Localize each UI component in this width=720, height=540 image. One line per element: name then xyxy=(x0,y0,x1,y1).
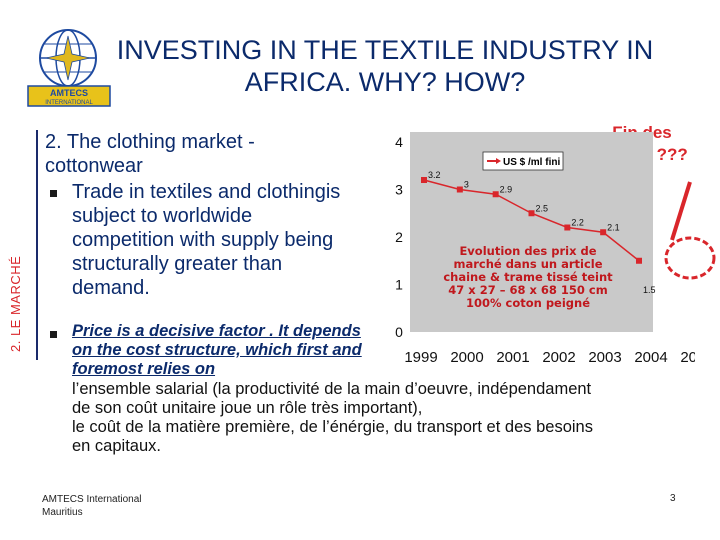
amtecs-logo: AMTECS INTERNATIONAL xyxy=(27,29,111,107)
y-axis: 0 1 2 3 4 xyxy=(395,134,403,340)
data-point xyxy=(636,257,642,264)
french-paragraph: l’ensemble salarial (la productivité de … xyxy=(72,380,712,456)
annotation-line: 47 x 27 – 68 x 68 150 cm xyxy=(448,283,607,297)
french-line-4: en capitaux. xyxy=(72,437,161,455)
footer-organization: AMTECS International Mauritius xyxy=(42,493,142,519)
data-point xyxy=(492,191,499,198)
y-tick-label: 1 xyxy=(395,277,403,293)
chart-legend: US $ /ml fini xyxy=(482,151,564,171)
french-line-1: l’ensemble salarial (la productivité de … xyxy=(72,380,592,398)
side-section-label: 2. LE MARCHÉ xyxy=(8,255,23,352)
callout-arrow xyxy=(664,181,716,280)
data-point xyxy=(528,210,535,217)
french-line-2: de son coût unitaire joue un rôle très i… xyxy=(72,399,423,417)
logo-subtext: INTERNATIONAL xyxy=(45,100,93,106)
footer-org-line-1: AMTECS International xyxy=(42,494,142,505)
data-point xyxy=(421,177,427,183)
title-line-1: INVESTING IN THE TEXTILE INDUSTRY IN xyxy=(116,35,654,65)
y-tick-label: 0 xyxy=(395,324,403,340)
data-label: 2.5 xyxy=(536,203,549,213)
bullet-icon xyxy=(50,331,57,338)
data-label: 3 xyxy=(464,180,469,190)
data-label: 3.2 xyxy=(428,170,441,180)
data-label: 2.1 xyxy=(607,222,620,232)
x-tick-label: 2000 xyxy=(450,349,483,366)
annotation-line: chaine & trame tissé teint xyxy=(443,270,613,284)
bullet-trade: Trade in textiles and clothingis subject… xyxy=(72,181,341,299)
x-axis: 1999 2000 2001 2002 2003 2004 2005 xyxy=(404,349,695,366)
title-line-2: AFRICA. WHY? HOW? xyxy=(244,67,526,97)
bullet-price: Price is a decisive factor . It depends … xyxy=(72,322,362,378)
side-divider xyxy=(36,130,38,360)
french-line-3: le coût de la matière première, de l’éné… xyxy=(72,418,593,436)
x-tick-label: 2001 xyxy=(496,349,529,366)
bullet-icon xyxy=(50,190,57,197)
x-tick-label: 2003 xyxy=(588,349,621,366)
price-chart: 0 1 2 3 4 1999 2000 2001 2002 2003 2004 2005 3.2 3 2… xyxy=(395,132,695,366)
logo-text: AMTECS xyxy=(50,88,88,98)
data-label: 2.2 xyxy=(571,218,584,228)
page-number: 3 xyxy=(670,493,676,504)
legend-label: US $ /ml fini xyxy=(503,157,560,168)
series-group: 3.2 3 2.9 2.5 2.2 2.1 1.5 xyxy=(421,170,656,295)
data-point xyxy=(600,229,607,236)
data-label: 2.9 xyxy=(500,184,513,194)
slide-title: INVESTING IN THE TEXTILE INDUSTRY IN AFR… xyxy=(70,34,700,98)
x-tick-label: 1999 xyxy=(404,349,437,366)
x-tick-label: 2004 xyxy=(634,349,667,366)
annotation-line: 100% coton peigné xyxy=(466,296,590,310)
y-tick-label: 2 xyxy=(395,229,403,245)
section-heading: 2. The clothing market - cottonwear xyxy=(45,131,255,177)
x-tick-label: 2002 xyxy=(542,349,575,366)
data-label: 1.5 xyxy=(643,285,656,295)
data-point xyxy=(564,224,571,231)
data-point xyxy=(456,186,463,193)
y-tick-label: 4 xyxy=(395,134,403,150)
annotation-line: marché dans un article xyxy=(453,257,602,271)
annotation-line: Evolution des prix de xyxy=(459,244,596,258)
y-tick-label: 3 xyxy=(395,182,403,198)
footer-org-line-2: Mauritius xyxy=(42,507,83,518)
x-tick-label: 2005 xyxy=(680,349,695,366)
